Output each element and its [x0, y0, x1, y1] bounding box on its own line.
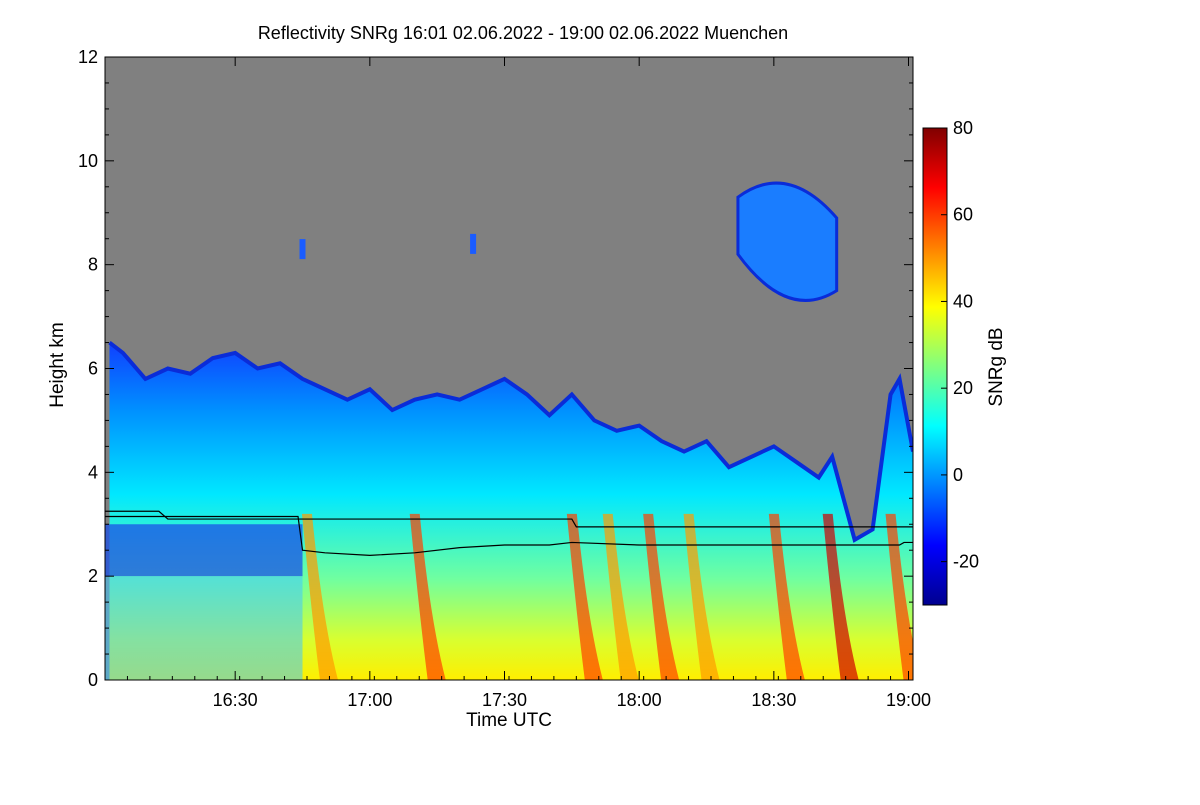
y-tick-label: 6: [88, 359, 98, 379]
y-tick-label: 8: [88, 255, 98, 275]
x-tick-label: 18:30: [751, 690, 796, 710]
precip-streak: [409, 513, 446, 680]
cloud-top-edge: [108, 340, 913, 543]
noise-layer: [105, 576, 303, 680]
colorbar-tick-label: 20: [953, 378, 973, 398]
x-tick-label: 19:00: [886, 690, 931, 710]
colorbar-tick-label: 60: [953, 205, 973, 225]
y-axis: 0 2 4 6 8 10 12: [78, 47, 913, 690]
isolated-echo: [299, 239, 306, 260]
colorbar: [922, 127, 948, 606]
plot-layer: [105, 181, 913, 680]
colorbar-tick-label: 80: [953, 118, 973, 138]
x-tick-label: 18:00: [617, 690, 662, 710]
colorbar-tick-label: -20: [953, 552, 979, 572]
y-tick-label: 0: [88, 670, 98, 690]
colorbar-tick-label: 0: [953, 465, 963, 485]
height-line-2: [105, 515, 913, 557]
x-tick-label: 17:30: [482, 690, 527, 710]
y-tick-label: 2: [88, 566, 98, 586]
x-axis: 16:30 17:00 17:30 18:00 18:30 19:00: [104, 57, 931, 710]
precip-streak: [643, 513, 680, 680]
precip-streak: [602, 513, 639, 680]
precip-streak: [768, 513, 805, 680]
colorbar-label: SNRg dB: [986, 327, 1007, 406]
x-axis-label: Time UTC: [466, 710, 552, 731]
low-echo-layer: [105, 524, 303, 577]
x-tick-label: 17:00: [347, 690, 392, 710]
precip-streak: [822, 513, 859, 680]
colorbar-ticks: -20 0 20 40 60 80: [941, 118, 979, 572]
chart-title: Reflectivity SNRg 16:01 02.06.2022 - 19:…: [258, 23, 788, 43]
y-tick-label: 4: [88, 462, 98, 482]
precip-streak: [301, 513, 338, 680]
precip-streak: [885, 513, 913, 680]
y-axis-label: Height km: [47, 322, 68, 408]
line-layer: [105, 510, 913, 557]
precip-streak: [683, 513, 720, 680]
upper-cloud: [736, 181, 839, 302]
isolated-echo: [470, 233, 477, 254]
precip-streak: [566, 513, 603, 680]
colorbar-tick-label: 40: [953, 291, 973, 311]
y-tick-label: 10: [78, 151, 98, 171]
y-tick-label: 12: [78, 47, 98, 67]
x-tick-label: 16:30: [213, 690, 258, 710]
